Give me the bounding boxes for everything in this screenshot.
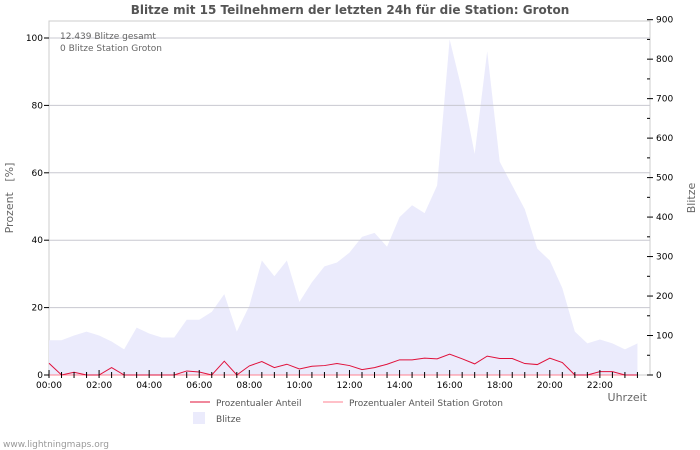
y-left-tick-label: 20 xyxy=(32,304,44,314)
x-tick-label: 04:00 xyxy=(136,381,162,391)
x-tick-label: 18:00 xyxy=(487,381,513,391)
y-left-tick-label: 0 xyxy=(37,371,43,381)
x-tick-label: 02:00 xyxy=(86,381,112,391)
y-axis-left-label: Prozent [%] xyxy=(3,163,16,234)
x-tick-label: 06:00 xyxy=(186,381,212,391)
legend-blitze-swatch xyxy=(193,412,205,424)
legend-groton-label: Prozentualer Anteil Station Groton xyxy=(349,399,503,409)
chart-title: Blitze mit 15 Teilnehmern der letzten 24… xyxy=(131,3,570,17)
y-right-tick-label: 300 xyxy=(656,253,673,263)
y-right-tick-label: 100 xyxy=(656,332,673,342)
y-right-tick-label: 500 xyxy=(656,174,673,184)
y-right-tick-label: 700 xyxy=(656,95,673,105)
x-tick-label: 14:00 xyxy=(387,381,413,391)
y-right-tick-label: 0 xyxy=(656,371,662,381)
x-tick-label: 10:00 xyxy=(286,381,312,391)
y-right-tick-label: 200 xyxy=(656,292,673,302)
y-right-tick-label: 600 xyxy=(656,134,673,144)
x-tick-label: 20:00 xyxy=(537,381,563,391)
y-right-tick-label: 900 xyxy=(656,16,673,26)
x-axis-label: Uhrzeit xyxy=(608,391,648,404)
y-left-tick-label: 100 xyxy=(26,34,43,44)
x-tick-label: 22:00 xyxy=(587,381,613,391)
y-left-tick-label: 80 xyxy=(32,101,44,111)
footer-link[interactable]: www.lightningmaps.org xyxy=(3,440,109,450)
blitze-area xyxy=(49,39,638,376)
y-left-tick-label: 40 xyxy=(32,236,44,246)
annotation-total: 12.439 Blitze gesamt xyxy=(60,32,156,42)
x-tick-label: 00:00 xyxy=(36,381,62,391)
y-axis-right-label: Blitze xyxy=(685,183,698,214)
y-right-tick-label: 800 xyxy=(656,55,673,65)
percent-line xyxy=(48,353,638,376)
y-right-tick-label: 400 xyxy=(656,213,673,223)
y-left-tick-label: 60 xyxy=(32,169,44,179)
legend-blitze-label: Blitze xyxy=(216,415,241,425)
x-tick-label: 12:00 xyxy=(337,381,363,391)
annotation-station: 0 Blitze Station Groton xyxy=(60,44,162,54)
legend-percent-label: Prozentualer Anteil xyxy=(216,399,302,409)
x-tick-label: 08:00 xyxy=(236,381,262,391)
x-tick-label: 16:00 xyxy=(437,381,463,391)
